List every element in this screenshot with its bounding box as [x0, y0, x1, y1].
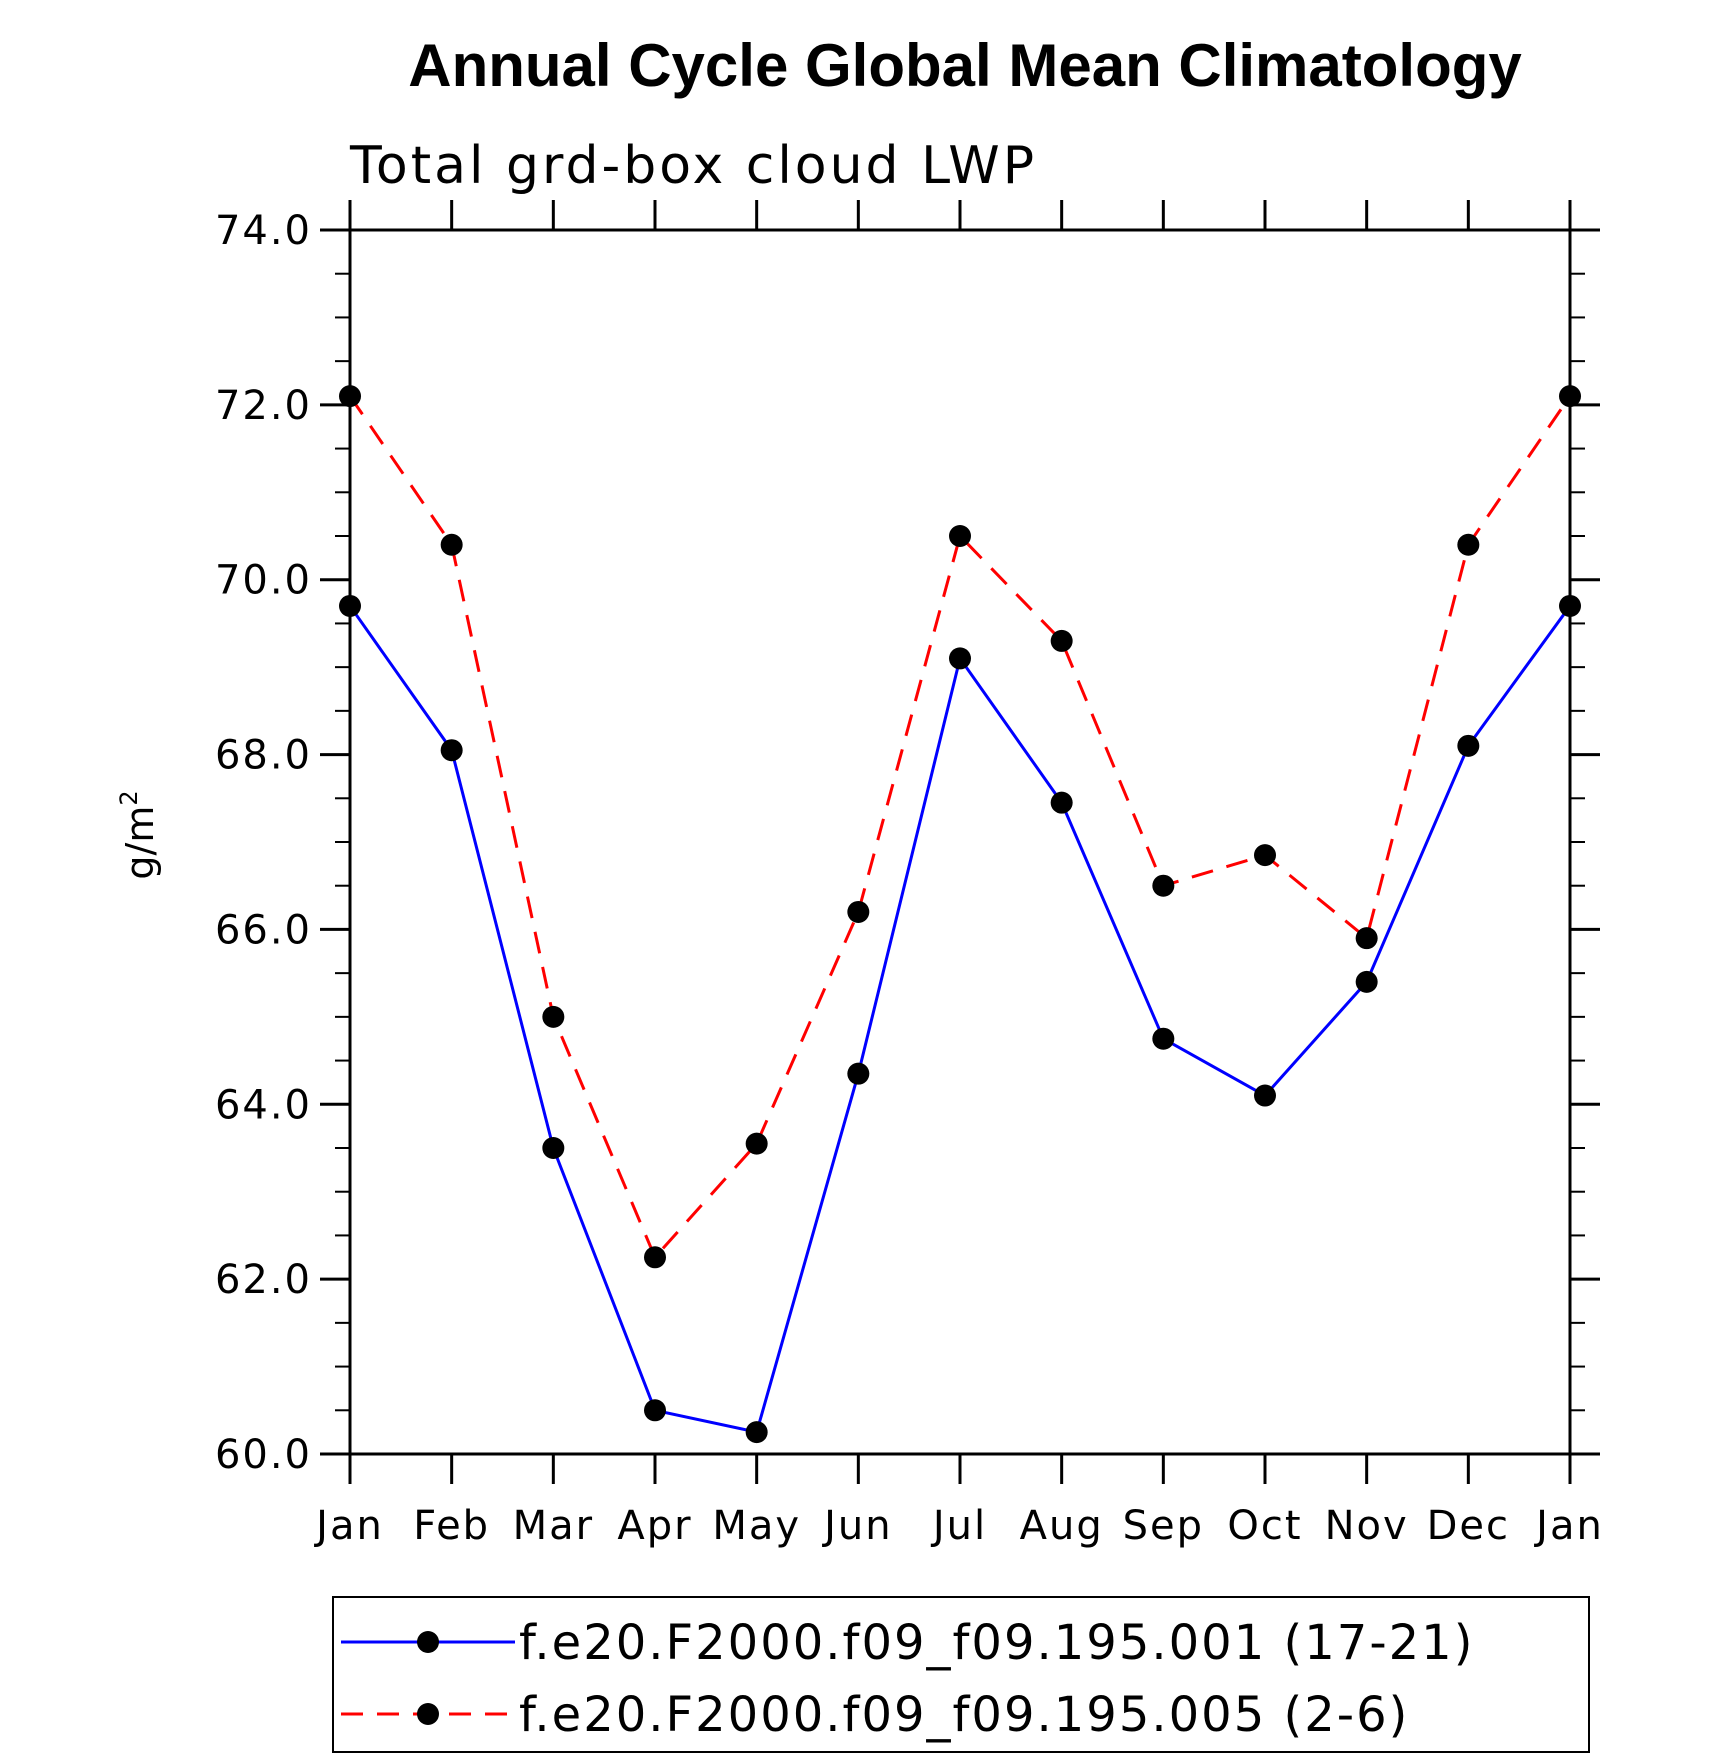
legend: f.e20.F2000.f09_f09.195.001 (17-21) f.e20…	[332, 1596, 1590, 1753]
x-tick-label: Apr	[617, 1503, 692, 1549]
data-point	[542, 1005, 565, 1028]
x-tick-label: Jul	[930, 1503, 987, 1549]
legend-box	[332, 1596, 1590, 1753]
x-tick-label: Jan	[313, 1503, 384, 1549]
data-point	[1457, 734, 1480, 757]
data-point	[949, 525, 971, 547]
data-point	[440, 739, 463, 762]
series-2	[339, 385, 1581, 1269]
x-tick-label: Nov	[1325, 1503, 1409, 1549]
legend-marker	[417, 1631, 439, 1653]
data-point	[339, 385, 361, 408]
chart-subtitle: Total grd-box cloud LWP	[349, 136, 1037, 196]
data-point	[1254, 1084, 1276, 1107]
y-tick-label: 68.0	[215, 733, 312, 779]
x-tick-label: Dec	[1427, 1503, 1510, 1549]
data-point	[1050, 791, 1073, 814]
data-point	[745, 1132, 768, 1155]
y-tick-label: 64.0	[215, 1082, 312, 1128]
x-tick-label: Jun	[821, 1503, 893, 1549]
data-point	[339, 594, 361, 617]
series-line	[348, 605, 1572, 1434]
data-point	[1559, 594, 1581, 617]
data-point	[542, 1137, 565, 1159]
data-point	[644, 1399, 666, 1422]
chart-title: Annual Cycle Global Mean Climatology	[408, 32, 1522, 99]
y-tick-label: 74.0	[215, 208, 312, 254]
plot-area	[348, 228, 1572, 1456]
x-tick-label: Sep	[1123, 1503, 1204, 1549]
data-point	[440, 533, 463, 556]
x-tick-label: Mar	[513, 1503, 594, 1549]
y-tick-label: 66.0	[215, 907, 312, 953]
series-1	[339, 594, 1581, 1444]
data-point	[1050, 629, 1073, 652]
x-tick-label: May	[712, 1503, 801, 1549]
legend-marker	[417, 1703, 439, 1725]
plot-frame	[348, 228, 1572, 1456]
y-axis-tick-labels: 60.0 62.0 64.0 66.0 68.0 70.0 72.0 74.0	[215, 208, 312, 1478]
y-tick-label: 70.0	[215, 558, 312, 604]
data-point	[1355, 970, 1378, 993]
data-point	[1559, 385, 1581, 408]
x-axis-tick-labels: Jan Feb Mar Apr May Jun Jul Aug Sep Oct Nov Dec Jan	[313, 1503, 1604, 1549]
y-tick-label: 62.0	[215, 1257, 312, 1303]
y-tick-label: 60.0	[215, 1432, 312, 1478]
data-point	[1457, 533, 1480, 556]
series-layer	[339, 385, 1581, 1444]
data-point	[745, 1421, 768, 1444]
y-axis-label-exponent: 2	[115, 790, 143, 805]
x-tick-label: Oct	[1227, 1503, 1302, 1549]
data-point	[644, 1246, 666, 1269]
data-point	[949, 647, 971, 670]
data-point	[1254, 844, 1276, 867]
data-point	[1152, 874, 1175, 897]
data-point	[847, 1062, 870, 1085]
y-tick-label: 72.0	[215, 383, 312, 429]
data-point	[1355, 927, 1378, 950]
axis-ticks	[320, 200, 1600, 1484]
legend-label: f.e20.F2000.f09_f09.195.005 (2-6)	[519, 1687, 1409, 1743]
y-axis-label: g/m2	[115, 790, 162, 879]
y-axis-label-unit: g/m	[118, 806, 162, 880]
x-tick-label: Aug	[1020, 1503, 1104, 1549]
x-tick-label: Jan	[1533, 1503, 1604, 1549]
data-point	[847, 900, 870, 923]
x-tick-label: Feb	[413, 1503, 490, 1549]
data-point	[1152, 1027, 1175, 1050]
legend-label: f.e20.F2000.f09_f09.195.001 (17-21)	[519, 1615, 1474, 1671]
